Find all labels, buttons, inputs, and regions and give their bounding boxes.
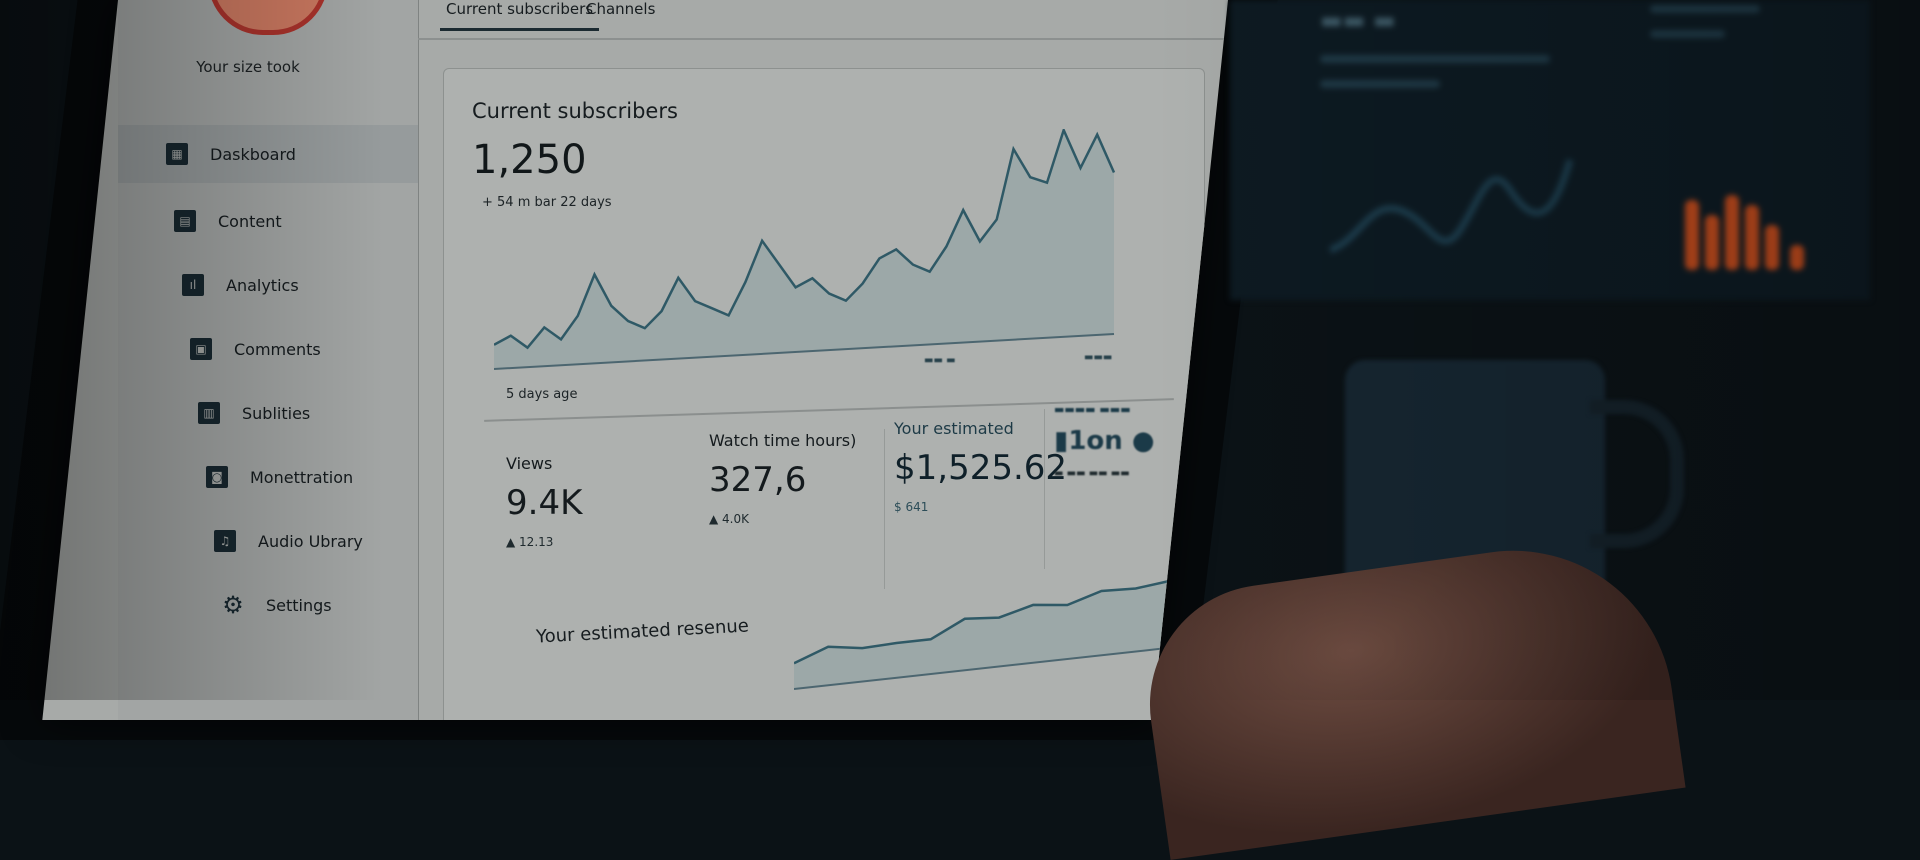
content-icon: ▤ (174, 210, 196, 232)
chart-area-fill (494, 130, 1114, 369)
background-bar (1685, 200, 1699, 270)
monetization-icon: ◙ (206, 466, 228, 488)
stat-estimated-revenue: Your estimated $1,525.62 $ 641 (894, 419, 1067, 514)
background-bar (1790, 245, 1804, 270)
background-bar (1705, 215, 1719, 270)
analytics-icon: ıl (182, 274, 204, 296)
stat-watch-time: Watch time hours) 327,6 ▲ 4.0K (709, 431, 856, 526)
gear-icon: ⚙ (222, 591, 244, 619)
comments-icon: ▣ (190, 338, 212, 360)
stat-label: Your estimated (894, 419, 1014, 438)
background-bar (1745, 205, 1759, 270)
sidebar-item-subtitles[interactable]: ▥ Sublities (118, 381, 418, 445)
stat-value: ▮1on ● (1054, 426, 1155, 456)
audio-library-icon: ♫ (214, 530, 236, 552)
sidebar: Your size took ▦ Daskboard ▤ Content ıl Ana… (118, 0, 419, 720)
blurred-text (1320, 80, 1440, 88)
stat-delta: ▲ 4.0K (709, 512, 749, 526)
sidebar-item-settings[interactable]: ⚙ Settings (118, 573, 418, 637)
background-title: ▬▬ ▬ (1320, 6, 1396, 34)
stat-blurred: ▬▬▬▬ ▬▬▬ ▮1on ● ▬ ▬▬ ▬▬ ▬▬ (1054, 403, 1155, 479)
tab-current-subscribers[interactable]: Current subscribers (440, 0, 600, 31)
sidebar-item-label: Sublities (242, 403, 311, 423)
avatar[interactable] (208, 0, 328, 35)
revenue-chart (794, 569, 1205, 690)
sidebar-item-label: Analytics (226, 275, 299, 295)
x-axis-label-blurred: ▬▬ ▬ (924, 355, 956, 366)
profile-name: Your size took (196, 58, 300, 76)
stat-label: Views (506, 454, 553, 473)
background-bar (1765, 225, 1779, 270)
background-line-chart (1330, 159, 1574, 254)
subscribers-card: Current subscribers 1,250 + 54 m bar 22 … (443, 68, 1205, 720)
hand (1134, 530, 1686, 860)
blurred-text (1650, 5, 1760, 13)
sidebar-item-content[interactable]: ▤ Content (118, 189, 418, 253)
sidebar-item-label: Content (218, 211, 282, 231)
monitor-screen: Your size took ▦ Daskboard ▤ Content ıl Ana… (42, 0, 1228, 720)
stat-label: ▬▬▬▬ ▬▬▬ (1054, 403, 1131, 416)
divider (1044, 409, 1045, 569)
sidebar-item-comments[interactable]: ▣ Comments (118, 317, 418, 381)
sidebar-item-label: Daskboard (210, 144, 296, 164)
blurred-text (1320, 55, 1550, 63)
subscribers-chart (494, 129, 1116, 370)
chart-line (794, 569, 1205, 665)
stat-delta: ▬ ▬▬ ▬▬ ▬▬ (1054, 468, 1130, 479)
sidebar-item-label: Monettration (250, 467, 354, 487)
divider (884, 429, 885, 589)
tab-channels[interactable]: Channels (586, 0, 656, 18)
chart-area-fill (794, 569, 1204, 689)
blurred-text (1650, 30, 1725, 38)
chart-line (494, 129, 1116, 350)
stat-value: 9.4K (506, 483, 583, 523)
background-bar (1725, 195, 1739, 270)
grid-icon: ▦ (166, 143, 188, 165)
card-title: Current subscribers (472, 99, 678, 123)
mug-handle (1590, 400, 1684, 548)
sidebar-item-dashboard[interactable]: ▦ Daskboard (118, 125, 418, 183)
stat-label: Watch time hours) (709, 431, 857, 450)
sidebar-nav: ▦ Daskboard ▤ Content ıl Analytics ▣ Comment… (118, 125, 418, 637)
sidebar-item-label: Settings (266, 595, 332, 615)
stat-value: 327,6 (709, 460, 807, 500)
sidebar-item-audio-library[interactable]: ♫ Audio Ubrary (118, 509, 418, 573)
sidebar-item-label: Audio Ubrary (258, 531, 363, 551)
x-axis-start-label: 5 days age (506, 387, 578, 402)
stat-views: Views 9.4K ▲ 12.13 (506, 454, 582, 549)
sidebar-item-monetization[interactable]: ◙ Monettration (118, 445, 418, 509)
chart-baseline (794, 643, 1205, 690)
sidebar-item-analytics[interactable]: ıl Analytics (118, 253, 418, 317)
stat-delta: $ 641 (894, 500, 929, 514)
sidebar-item-label: Comments (234, 339, 321, 359)
chart-baseline (494, 333, 1115, 370)
background-monitor: ▬▬ ▬ (1230, 0, 1870, 300)
tab-bar: Current subscribers Channels (418, 0, 1228, 40)
stat-delta: ▲ 12.13 (506, 535, 554, 549)
stat-value: $1,525.62 (894, 448, 1068, 488)
revenue-label: Your estimated resenue (535, 615, 750, 648)
subtitles-icon: ▥ (198, 402, 220, 424)
x-axis-label-blurred: ▬▬▬ (1084, 352, 1113, 363)
